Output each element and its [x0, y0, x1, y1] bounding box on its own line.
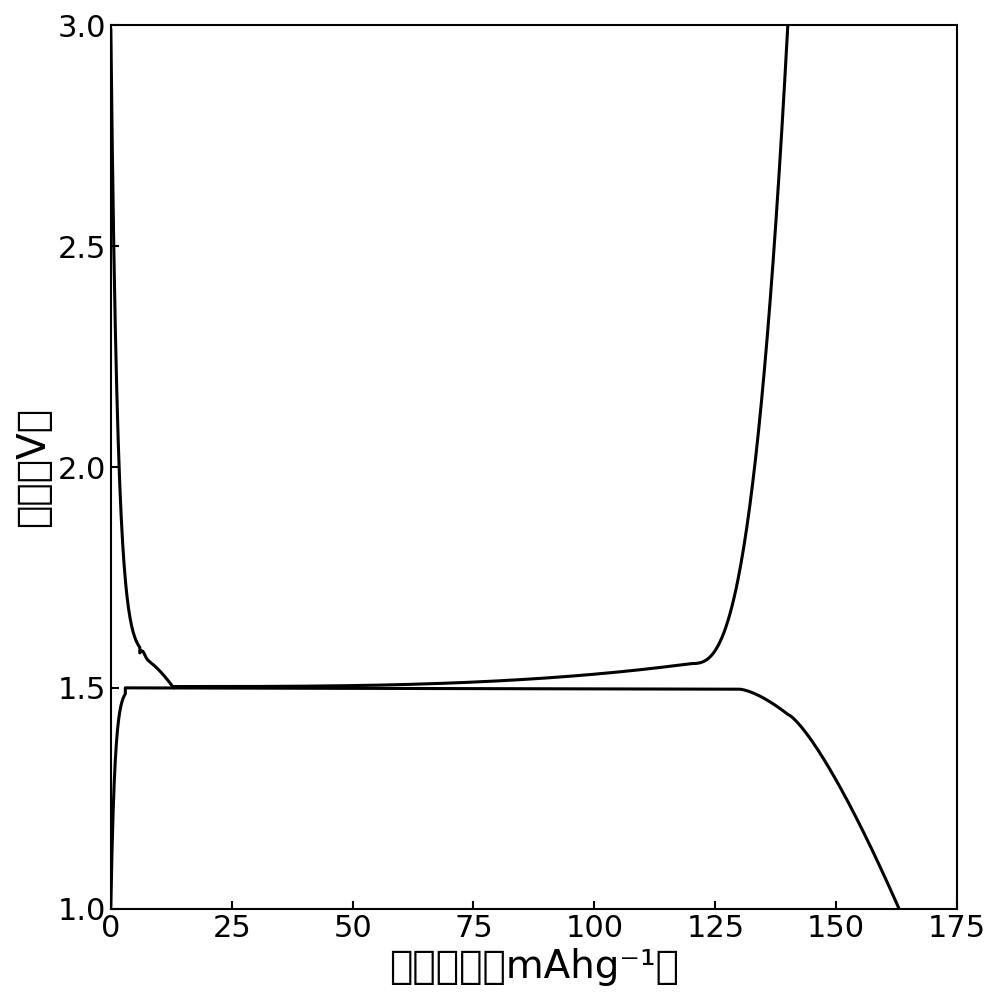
X-axis label: 放电容量（mAhg⁻¹）: 放电容量（mAhg⁻¹）	[389, 948, 679, 986]
Y-axis label: 电压（V）: 电压（V）	[14, 407, 52, 527]
